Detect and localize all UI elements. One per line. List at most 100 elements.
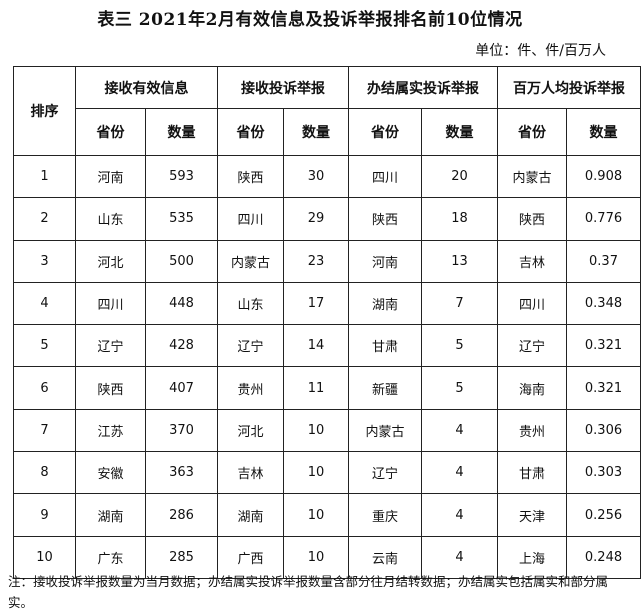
- table-row: 4 四川 448 山东 17 湖南 7 四川 0.348: [13, 281, 641, 326]
- rank-cell: 10: [13, 535, 76, 579]
- rank-cell: 2: [13, 197, 76, 241]
- count-cell: 4: [421, 451, 498, 495]
- group-header: 百万人均投诉举报: [497, 66, 641, 109]
- province-cell: 四川: [217, 197, 284, 241]
- province-header: 省份: [75, 108, 146, 156]
- rank-cell: 7: [13, 408, 76, 453]
- footnote: 注：接收投诉举报数量为当月数据；办结属实投诉举报数量含部分往月结转数据；办结属实…: [8, 574, 609, 610]
- province-header: 省份: [348, 108, 422, 156]
- rank-cell: 6: [13, 366, 76, 410]
- table-row: 9 湖南 286 湖南 10 重庆 4 天津 0.256: [13, 493, 641, 537]
- count-cell: 0.908: [566, 154, 641, 199]
- count-cell: 10: [283, 451, 349, 495]
- province-header: 省份: [217, 108, 284, 156]
- rank-cell: 1: [13, 154, 76, 199]
- province-cell: 山东: [217, 281, 284, 326]
- rank-header: 排序: [13, 66, 76, 156]
- count-cell: 0.303: [566, 451, 641, 495]
- count-cell: 0.321: [566, 324, 641, 368]
- count-cell: 286: [145, 493, 218, 537]
- province-cell: 新疆: [348, 366, 422, 410]
- province-cell: 辽宁: [348, 451, 422, 495]
- table-row: 1 河南 593 陕西 30 四川 20 内蒙古 0.908: [13, 154, 641, 199]
- count-cell: 7: [421, 281, 498, 326]
- count-cell: 10: [283, 493, 349, 537]
- table-row: 5 辽宁 428 辽宁 14 甘肃 5 辽宁 0.321: [13, 324, 641, 368]
- count-cell: 0.321: [566, 366, 641, 410]
- count-cell: 428: [145, 324, 218, 368]
- table-row: 6 陕西 407 贵州 11 新疆 5 海南 0.321: [13, 366, 641, 410]
- count-cell: 4: [421, 408, 498, 453]
- province-cell: 广西: [217, 535, 284, 579]
- province-cell: 安徽: [75, 451, 146, 495]
- ranking-table: 排序 接收有效信息 接收投诉举报 办结属实投诉举报 百万人均投诉举报 省份 数量省…: [13, 66, 641, 579]
- rank-cell: 8: [13, 451, 76, 495]
- table-row: 8 安徽 363 吉林 10 辽宁 4 甘肃 0.303: [13, 451, 641, 495]
- province-cell: 吉林: [217, 451, 284, 495]
- count-cell: 10: [283, 408, 349, 453]
- province-cell: 内蒙古: [348, 408, 422, 453]
- count-cell: 4: [421, 493, 498, 537]
- table-title: 表三 2021年2月有效信息及投诉举报排名前10位情况: [97, 10, 523, 30]
- count-cell: 407: [145, 366, 218, 410]
- count-cell: 11: [283, 366, 349, 410]
- table-row: 3 河北 500 内蒙古 23 河南 13 吉林 0.37: [13, 239, 641, 283]
- province-cell: 贵州: [497, 408, 567, 453]
- province-cell: 上海: [497, 535, 567, 579]
- province-cell: 辽宁: [75, 324, 146, 368]
- count-cell: 593: [145, 154, 218, 199]
- province-cell: 陕西: [348, 197, 422, 241]
- province-cell: 重庆: [348, 493, 422, 537]
- province-cell: 广东: [75, 535, 146, 579]
- table-row: 10 广东 285 广西 10 云南 4 上海 0.248: [13, 535, 641, 579]
- province-cell: 河北: [75, 239, 146, 283]
- count-cell: 363: [145, 451, 218, 495]
- table-row: 2 山东 535 四川 29 陕西 18 陕西 0.776: [13, 197, 641, 241]
- group-header: 接收有效信息: [75, 66, 218, 109]
- province-cell: 海南: [497, 366, 567, 410]
- province-cell: 甘肃: [497, 451, 567, 495]
- province-cell: 陕西: [75, 366, 146, 410]
- province-cell: 江苏: [75, 408, 146, 453]
- count-cell: 30: [283, 154, 349, 199]
- count-cell: 448: [145, 281, 218, 326]
- count-cell: 0.348: [566, 281, 641, 326]
- province-cell: 四川: [348, 154, 422, 199]
- count-cell: 13: [421, 239, 498, 283]
- count-cell: 17: [283, 281, 349, 326]
- rank-cell: 5: [13, 324, 76, 368]
- rank-cell: 9: [13, 493, 76, 537]
- unit-label: 单位：件、件/百万人: [475, 43, 606, 59]
- count-cell: 0.776: [566, 197, 641, 241]
- province-cell: 四川: [75, 281, 146, 326]
- province-cell: 天津: [497, 493, 567, 537]
- count-cell: 370: [145, 408, 218, 453]
- province-header: 省份: [497, 108, 567, 156]
- count-cell: 5: [421, 366, 498, 410]
- province-cell: 河南: [75, 154, 146, 199]
- count-header: 数量: [566, 108, 641, 156]
- province-cell: 河北: [217, 408, 284, 453]
- count-cell: 4: [421, 535, 498, 579]
- province-cell: 山东: [75, 197, 146, 241]
- rank-cell: 4: [13, 281, 76, 326]
- province-cell: 湖南: [75, 493, 146, 537]
- group-header: 接收投诉举报: [217, 66, 349, 109]
- province-cell: 河南: [348, 239, 422, 283]
- province-cell: 辽宁: [217, 324, 284, 368]
- count-cell: 0.306: [566, 408, 641, 453]
- count-header: 数量: [145, 108, 218, 156]
- province-cell: 湖南: [348, 281, 422, 326]
- province-cell: 甘肃: [348, 324, 422, 368]
- count-cell: 5: [421, 324, 498, 368]
- province-cell: 内蒙古: [217, 239, 284, 283]
- count-cell: 0.37: [566, 239, 641, 283]
- province-cell: 四川: [497, 281, 567, 326]
- count-cell: 18: [421, 197, 498, 241]
- province-cell: 陕西: [217, 154, 284, 199]
- province-cell: 贵州: [217, 366, 284, 410]
- group-header: 办结属实投诉举报: [348, 66, 498, 109]
- count-cell: 23: [283, 239, 349, 283]
- count-header: 数量: [421, 108, 498, 156]
- table-row: 7 江苏 370 河北 10 内蒙古 4 贵州 0.306: [13, 408, 641, 453]
